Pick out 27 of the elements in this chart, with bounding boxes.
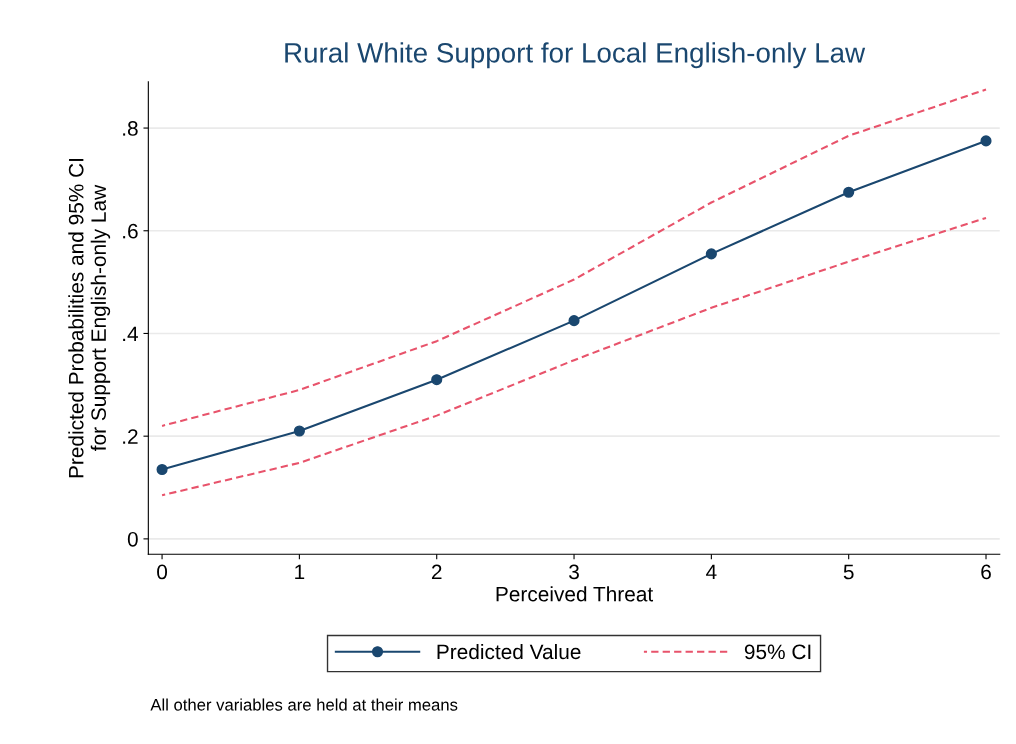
x-tick-label: 6 xyxy=(981,564,991,580)
x-tick-label: 2 xyxy=(431,564,442,580)
y-axis-title: Predicted Probabilities and 95% CI for Support English-only Law xyxy=(68,159,111,478)
x-tick-label: 4 xyxy=(706,564,717,580)
x-tick-label: 5 xyxy=(843,564,854,580)
chart-title: Rural White Support for Local English-only Law xyxy=(285,42,866,69)
x-tick-label: 1 xyxy=(295,564,305,580)
y-tick-label: 0 xyxy=(127,531,138,547)
y-tick-label: .4 xyxy=(123,326,139,342)
x-tick-label: 0 xyxy=(157,564,168,580)
legend-label: Predicted Value xyxy=(437,643,581,660)
point xyxy=(431,374,443,386)
y-tick-label: .2 xyxy=(123,429,138,444)
line-series xyxy=(161,216,988,497)
line-series xyxy=(161,88,988,427)
point xyxy=(293,425,305,437)
point xyxy=(843,186,855,198)
point xyxy=(705,248,717,260)
point xyxy=(568,315,580,327)
point xyxy=(980,135,992,147)
x-tick-label: 3 xyxy=(569,564,579,580)
y-tick-label: .6 xyxy=(123,223,138,239)
text: All other variables are held at their means xyxy=(150,698,458,711)
y-tick-label: .8 xyxy=(123,121,138,136)
x-axis-title: Perceived Threat xyxy=(496,586,654,602)
point xyxy=(156,463,168,476)
legend-label: 95% CI xyxy=(744,644,811,660)
